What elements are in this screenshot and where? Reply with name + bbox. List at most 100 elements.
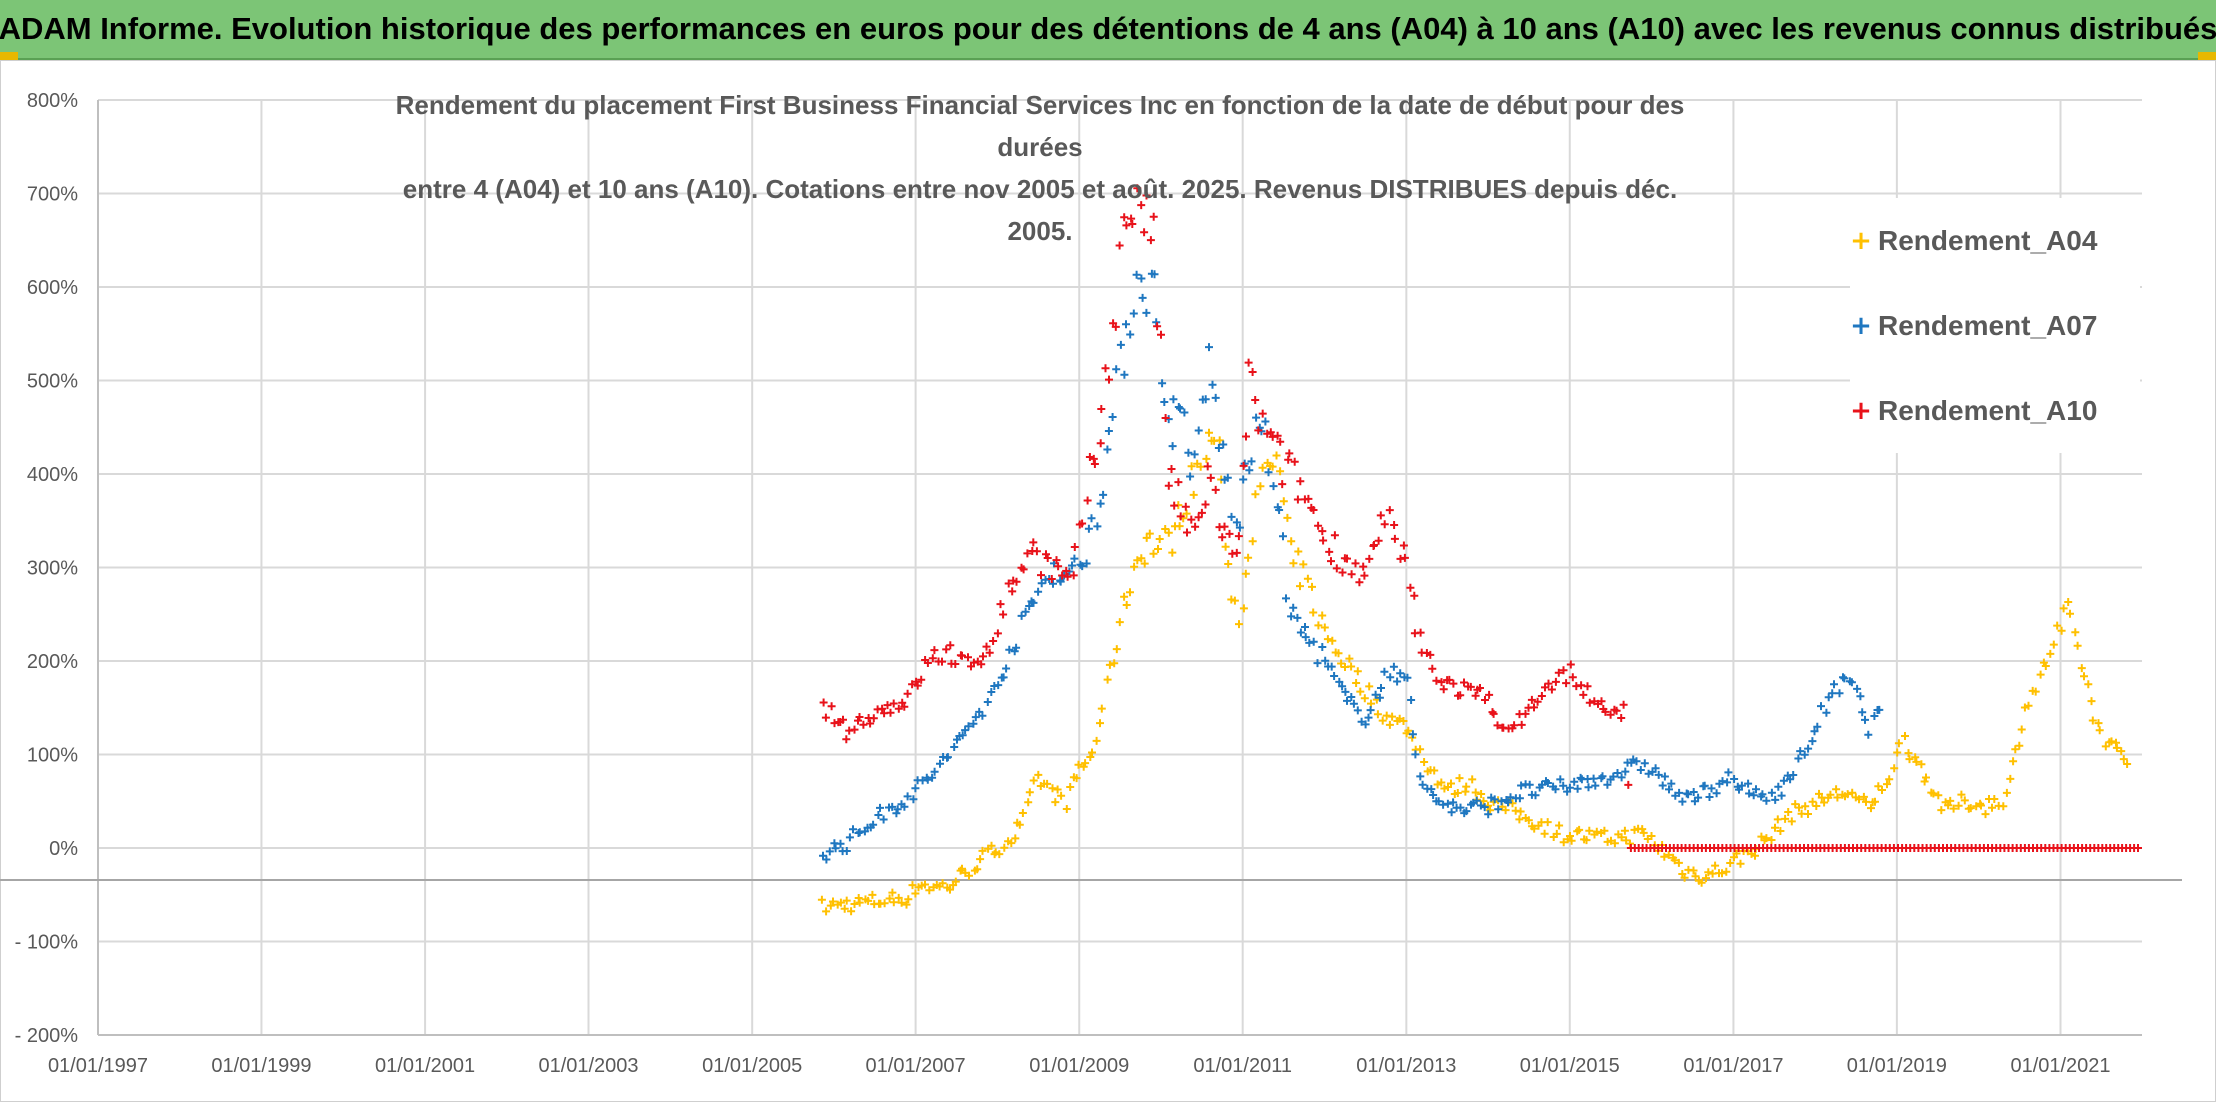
data-point [1847,678,1856,687]
data-point [1089,454,1098,463]
x-tick-label: 01/01/1999 [211,1055,311,1077]
data-point [1313,659,1322,668]
data-point [1242,432,1250,441]
data-point [903,689,912,698]
data-point [2064,598,2073,606]
data-point [1235,620,1243,629]
data-point [1617,714,1626,722]
data-point [1476,801,1485,810]
x-tick-label: 01/01/2021 [2010,1055,2110,1077]
data-point [1327,557,1335,566]
data-point [1929,789,1938,798]
data-point [1912,757,1921,766]
legend-label-a04: Rendement_A04 [1878,224,2098,256]
data-point [839,715,847,724]
data-point [1347,570,1356,579]
data-point [1360,694,1369,703]
data-point [1555,821,1564,830]
data-point [1155,535,1164,543]
data-point [912,677,921,686]
data-point [1334,649,1343,658]
x-tick-label: 01/01/2019 [1847,1055,1947,1077]
data-point [889,898,898,907]
data-point [1680,873,1689,882]
data-point [1609,772,1618,781]
data-point [1149,549,1158,558]
data-point [1804,810,1812,818]
data-point [1597,697,1606,706]
data-point [817,895,826,904]
data-point [1318,527,1327,536]
data-point [1566,832,1574,840]
data-point [1437,678,1446,687]
data-point [878,704,887,713]
data-point [1025,788,1034,797]
data-point [1428,664,1437,673]
data-point [987,841,996,850]
data-point [1239,461,1248,470]
data-point [845,833,854,842]
data-point [1946,796,1955,805]
data-point [1432,676,1441,685]
data-point [1112,645,1121,654]
data-point [2087,697,2096,706]
data-point [1489,709,1498,718]
y-tick-label: 200% [27,651,78,673]
data-point [1115,618,1124,627]
data-point [958,731,967,740]
data-point [1494,805,1503,814]
data-point [1181,502,1190,511]
data-point [1689,788,1698,796]
data-point [1296,477,1305,486]
data-point [1981,810,1990,819]
data-point [1187,462,1196,471]
data-point [2112,743,2121,752]
data-point [1258,409,1267,418]
data-point [1058,571,1067,580]
data-point [1515,794,1524,803]
data-point [1097,405,1106,413]
data-point [1517,781,1526,790]
data-point [1024,798,1033,807]
data-point [1157,330,1165,339]
data-point [1822,708,1831,717]
data-point [1194,513,1203,522]
data-point [1029,598,1038,607]
data-point [1053,785,1062,794]
data-point [819,698,828,707]
data-point [1347,693,1356,701]
data-point [1115,241,1124,250]
data-point [1096,719,1104,728]
data-point [1530,703,1538,712]
data-point [1732,849,1741,858]
data-point [1160,398,1169,406]
data-point [1624,780,1633,789]
data-point [1205,343,1213,352]
data-point [1062,805,1071,813]
data-point [1239,604,1248,613]
data-point [1762,834,1771,843]
data-point [1789,771,1798,779]
data-point [827,702,836,711]
data-point [1585,826,1594,835]
data-point [1999,802,2008,811]
data-point [1099,490,1108,499]
data-point [1583,682,1592,691]
data-point [2009,757,2018,766]
data-point [1309,637,1318,646]
data-point [1338,568,1347,577]
data-point [1007,839,1016,848]
data-point [1140,228,1149,237]
data-point [1083,496,1092,505]
data-point [866,719,875,728]
data-point [1133,184,1142,193]
data-point [2036,670,2045,679]
data-point [2041,662,2050,670]
data-point [911,889,920,898]
data-point [1540,829,1549,838]
data-point [995,850,1004,859]
data-point [1380,520,1389,529]
data-point [1314,621,1323,630]
data-point [874,811,883,819]
